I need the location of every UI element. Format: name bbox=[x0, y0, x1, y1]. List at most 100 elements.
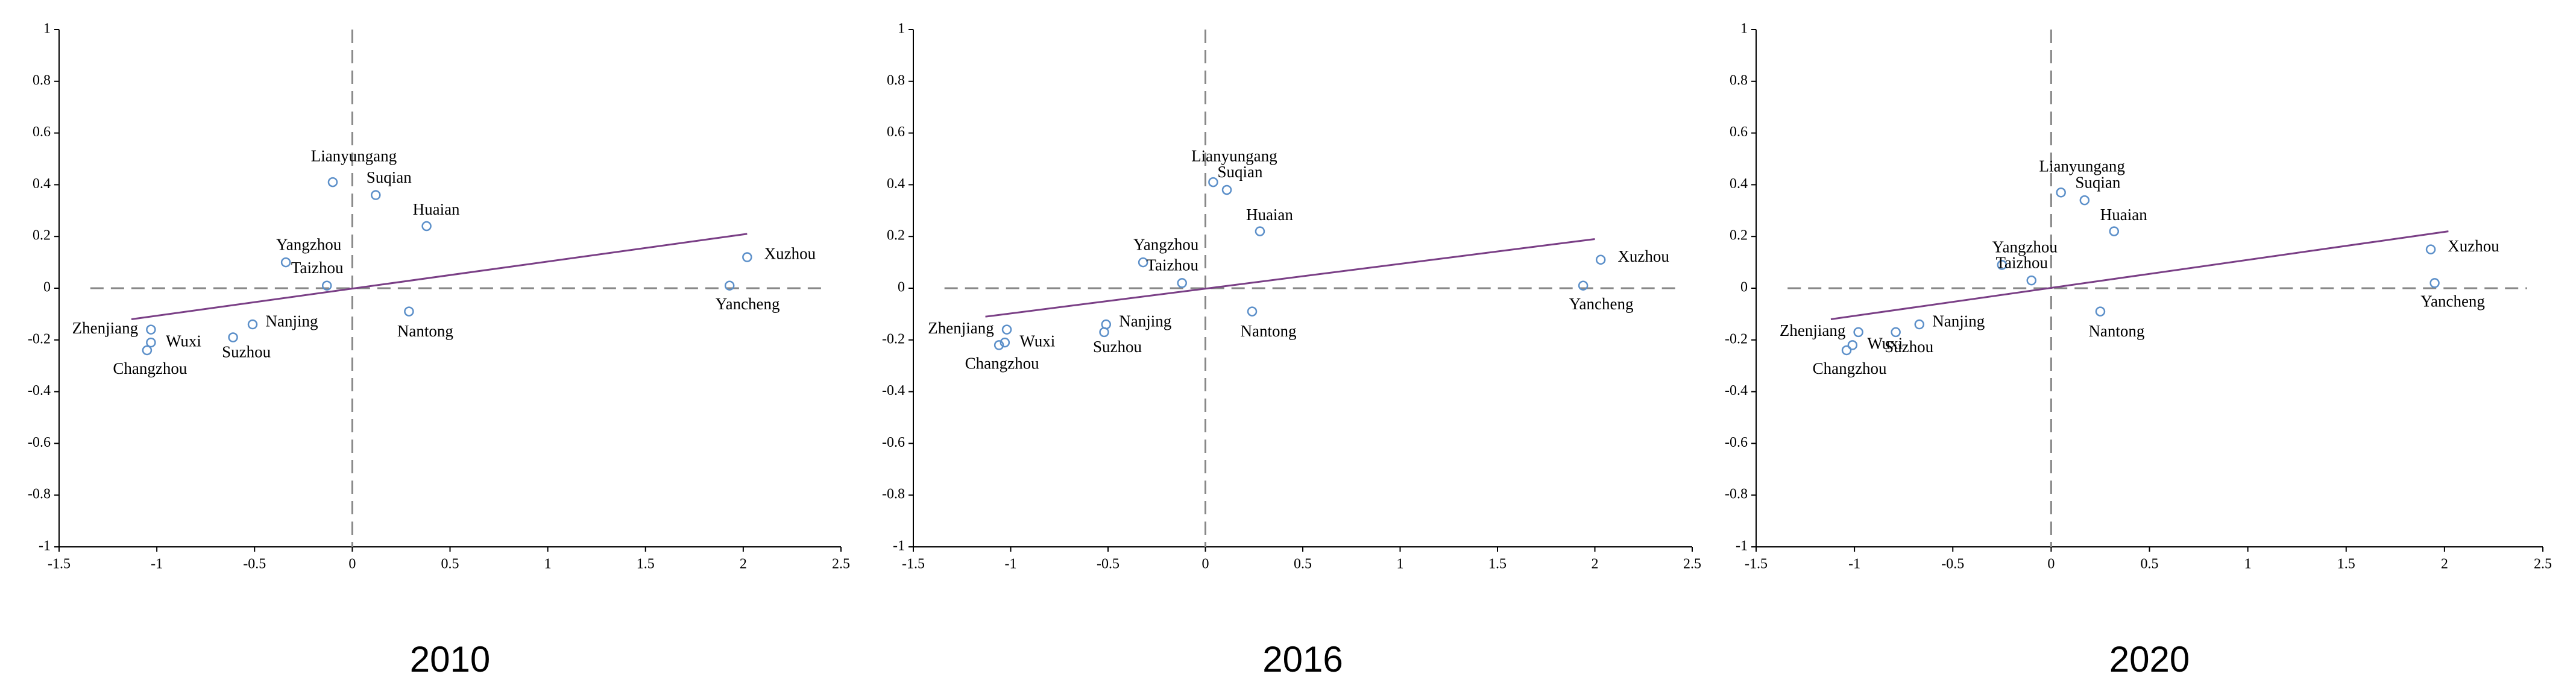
y-tick-label: 0.4 bbox=[33, 176, 51, 192]
y-tick-label: -0.4 bbox=[28, 383, 51, 399]
point-label: Nanjing bbox=[266, 312, 318, 330]
x-tick-label: -1 bbox=[1005, 557, 1017, 572]
y-tick-label: -0.6 bbox=[28, 435, 51, 450]
y-tick-label: -0.2 bbox=[882, 331, 905, 347]
y-tick-label: 0.6 bbox=[1730, 124, 1748, 140]
point bbox=[247, 319, 258, 330]
point bbox=[1891, 327, 1901, 338]
x-tick-label: 0.5 bbox=[2141, 557, 2159, 572]
point-label: Taizhou bbox=[1995, 253, 2048, 271]
point bbox=[1853, 327, 1863, 338]
x-tick-label: 0 bbox=[348, 557, 356, 572]
point bbox=[1595, 254, 1606, 265]
x-tick-label: -1 bbox=[1848, 557, 1860, 572]
point bbox=[2430, 278, 2440, 288]
point-label: Yangzhou bbox=[1992, 238, 2058, 256]
y-tick-label: -0.8 bbox=[28, 487, 51, 502]
y-tick-label: 1 bbox=[1740, 21, 1748, 37]
y-tick-label: -0.2 bbox=[28, 331, 51, 347]
trend-line bbox=[131, 233, 748, 320]
point bbox=[1841, 345, 1852, 356]
point bbox=[142, 345, 153, 356]
x-tick-label: 1 bbox=[1397, 557, 1404, 572]
point-label: Changzhou bbox=[113, 359, 187, 377]
x-tick-label: -0.5 bbox=[1941, 557, 1964, 572]
point bbox=[2026, 275, 2036, 286]
point-label: Nanjing bbox=[1932, 312, 1985, 330]
point bbox=[994, 340, 1004, 350]
y-tick-label: -0.4 bbox=[1725, 383, 1748, 399]
y-tick-label: 0 bbox=[1740, 280, 1748, 295]
x-tick-label: 0 bbox=[1202, 557, 1209, 572]
point bbox=[2079, 195, 2090, 206]
point-label: Changzhou bbox=[1813, 359, 1887, 377]
point bbox=[146, 324, 156, 335]
y-tick-label: 0 bbox=[898, 280, 905, 295]
point-label: Xuzhou bbox=[2448, 237, 2499, 255]
y-tick-label: 0.8 bbox=[33, 72, 51, 88]
x-tick-label: 2.5 bbox=[832, 557, 850, 572]
point-label: Taizhou bbox=[1146, 256, 1198, 274]
point-label: Yancheng bbox=[2420, 292, 2485, 311]
y-tick-label: 0.8 bbox=[1730, 72, 1748, 88]
point-label: Suqian bbox=[1218, 163, 1264, 181]
point bbox=[1138, 257, 1148, 268]
x-tick-label: 1.5 bbox=[637, 557, 655, 572]
point bbox=[1914, 319, 1925, 330]
point bbox=[2109, 226, 2120, 236]
x-tick-label: -1.5 bbox=[1745, 557, 1768, 572]
chart-caption: 2016 bbox=[1262, 639, 1343, 680]
point-label: Lianyungang bbox=[311, 147, 397, 165]
x-tick-label: 1.5 bbox=[1488, 557, 1507, 572]
point bbox=[1177, 278, 1187, 288]
point bbox=[146, 337, 156, 348]
x-tick-label: 2 bbox=[740, 557, 747, 572]
point-label: Huaian bbox=[1246, 206, 1293, 224]
y-tick-label: -0.6 bbox=[882, 435, 905, 450]
y-tick-label: 0.6 bbox=[33, 124, 51, 140]
trend-line bbox=[1830, 230, 2449, 320]
x-tick-label: -0.5 bbox=[243, 557, 266, 572]
y-tick-label: -0.4 bbox=[882, 383, 905, 399]
x-tick-label: 0 bbox=[2047, 557, 2055, 572]
y-tick-label: 0.4 bbox=[887, 176, 905, 192]
point bbox=[327, 177, 338, 188]
point bbox=[1221, 184, 1232, 195]
x-tick-label: 2 bbox=[2441, 557, 2448, 572]
x-tick-label: 1.5 bbox=[2337, 557, 2355, 572]
point bbox=[1208, 177, 1218, 188]
point bbox=[404, 306, 414, 317]
point-label: Huaian bbox=[413, 200, 460, 218]
x-tick-label: 1 bbox=[2244, 557, 2252, 572]
y-tick-label: -1 bbox=[1736, 538, 1748, 554]
y-tick-label: 1 bbox=[43, 21, 51, 37]
point bbox=[742, 252, 752, 262]
point-label: Wuxi bbox=[1019, 332, 1055, 350]
point-label: Nantong bbox=[1241, 322, 1297, 340]
chart-caption: 2010 bbox=[410, 639, 490, 680]
point bbox=[1000, 337, 1010, 348]
point-label: Wuxi bbox=[1867, 335, 1903, 353]
y-tick-label: -1 bbox=[893, 538, 905, 554]
point-label: Suqian bbox=[2075, 173, 2121, 191]
point bbox=[1001, 324, 1012, 335]
trend-line bbox=[985, 238, 1595, 318]
x-tick-label: -0.5 bbox=[1097, 557, 1120, 572]
point-label: Suqian bbox=[367, 168, 412, 186]
x-tick-label: 0.5 bbox=[441, 557, 459, 572]
point-label: Nantong bbox=[397, 322, 453, 340]
point-label: Xuzhou bbox=[1617, 247, 1669, 265]
point-label: Lianyungang bbox=[1191, 147, 1277, 165]
y-tick-label: -1 bbox=[39, 538, 51, 554]
x-tick-label: -1.5 bbox=[48, 557, 71, 572]
point-label: Suzhou bbox=[1885, 338, 1934, 356]
y-tick-label: 0.2 bbox=[887, 228, 905, 244]
point bbox=[421, 221, 432, 232]
x-tick-label: 2.5 bbox=[2534, 557, 2552, 572]
y-tick-label: 0.8 bbox=[887, 72, 905, 88]
point-label: Yancheng bbox=[1569, 295, 1634, 313]
point-label: Zhenjiang bbox=[72, 319, 138, 337]
point bbox=[1578, 280, 1589, 291]
